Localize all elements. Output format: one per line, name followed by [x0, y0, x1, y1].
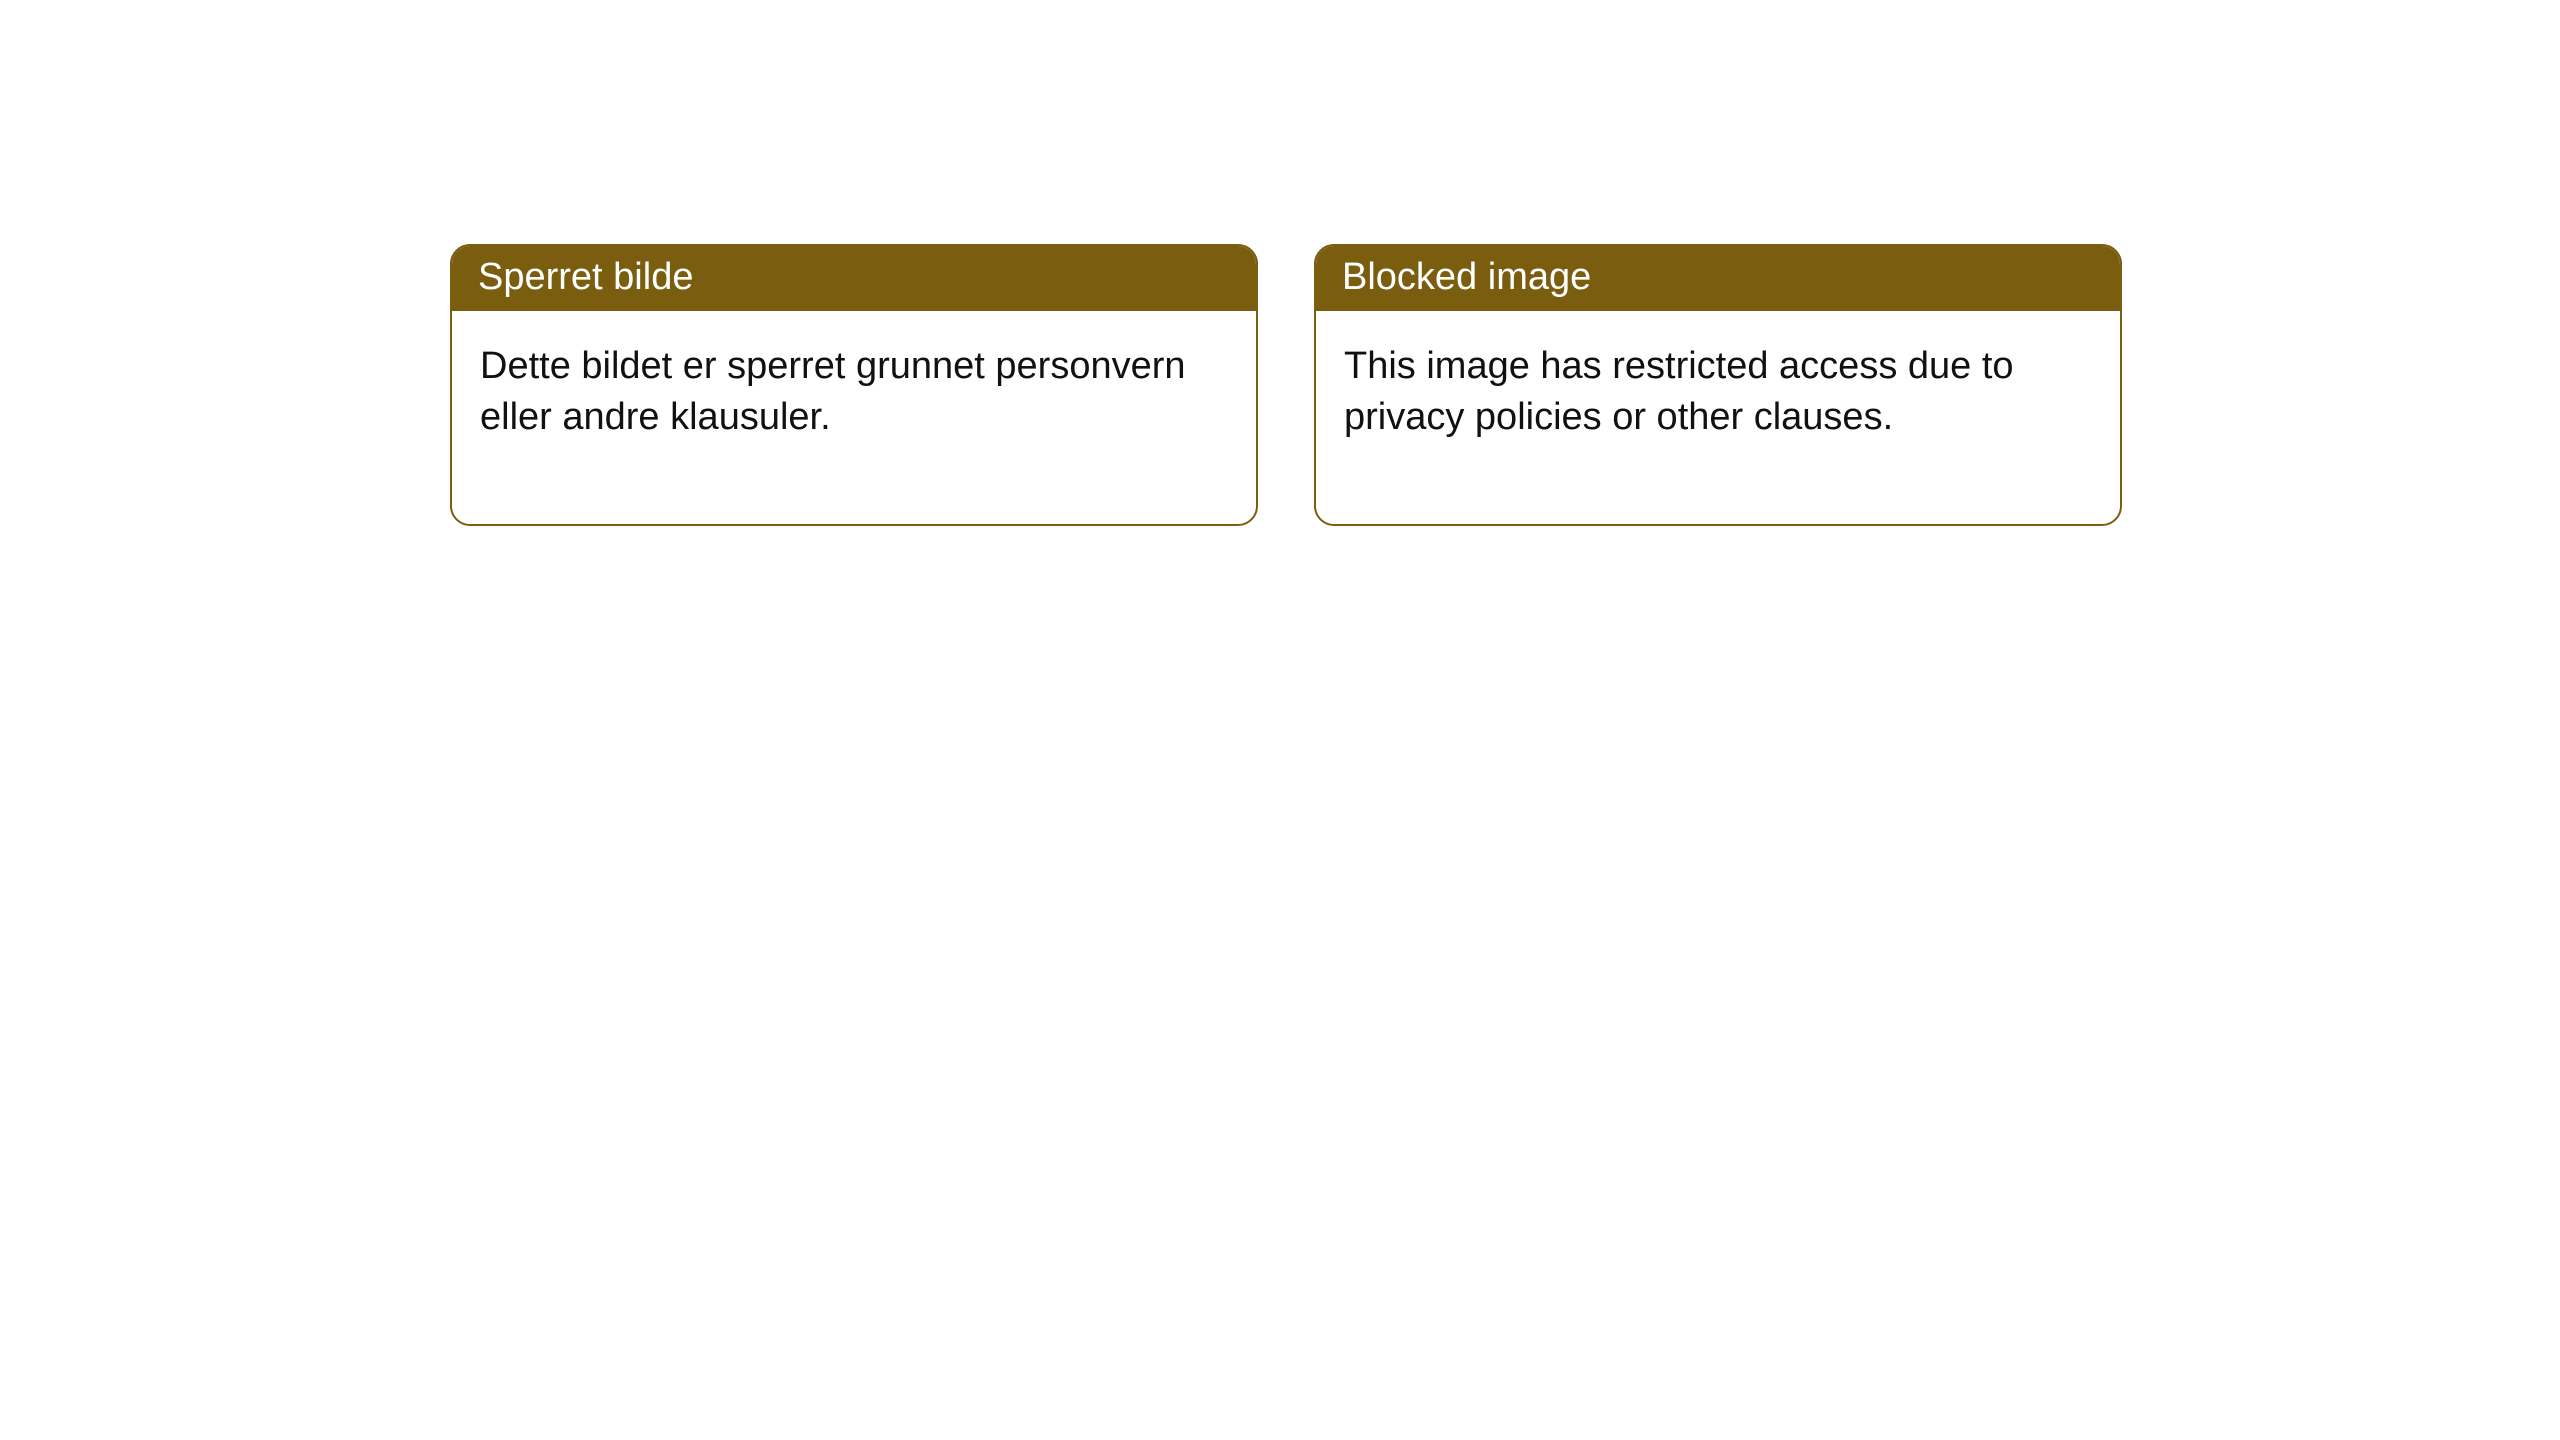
card-title-no: Sperret bilde — [452, 246, 1256, 311]
notice-container: Sperret bilde Dette bildet er sperret gr… — [0, 0, 2560, 526]
card-title-en: Blocked image — [1316, 246, 2120, 311]
blocked-image-card-no: Sperret bilde Dette bildet er sperret gr… — [450, 244, 1258, 526]
card-body-en: This image has restricted access due to … — [1316, 311, 2120, 524]
card-body-no: Dette bildet er sperret grunnet personve… — [452, 311, 1256, 524]
blocked-image-card-en: Blocked image This image has restricted … — [1314, 244, 2122, 526]
